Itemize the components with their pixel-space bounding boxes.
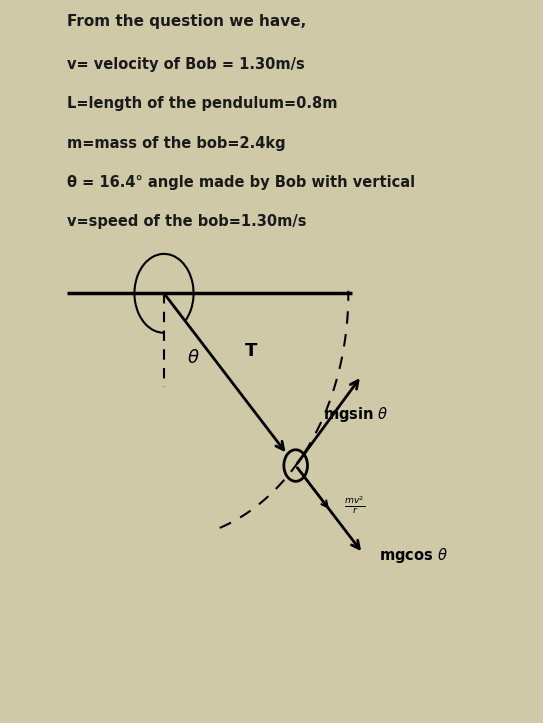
Text: $\theta$: $\theta$	[187, 349, 200, 367]
Text: m=mass of the bob=2.4kg: m=mass of the bob=2.4kg	[67, 135, 286, 150]
Text: mgcos $\theta$: mgcos $\theta$	[379, 546, 448, 565]
Text: T: T	[245, 342, 257, 360]
Text: v=speed of the bob=1.30m/s: v=speed of the bob=1.30m/s	[67, 215, 307, 229]
Text: $\frac{mv^2}{r}$: $\frac{mv^2}{r}$	[344, 495, 365, 516]
Text: θ = 16.4° angle made by Bob with vertical: θ = 16.4° angle made by Bob with vertica…	[67, 175, 415, 190]
Text: v= velocity of Bob = 1.30m/s: v= velocity of Bob = 1.30m/s	[67, 56, 305, 72]
Text: mgsin $\theta$: mgsin $\theta$	[323, 405, 389, 424]
Text: L=length of the pendulum=0.8m: L=length of the pendulum=0.8m	[67, 96, 338, 111]
Text: From the question we have,: From the question we have,	[67, 14, 306, 28]
